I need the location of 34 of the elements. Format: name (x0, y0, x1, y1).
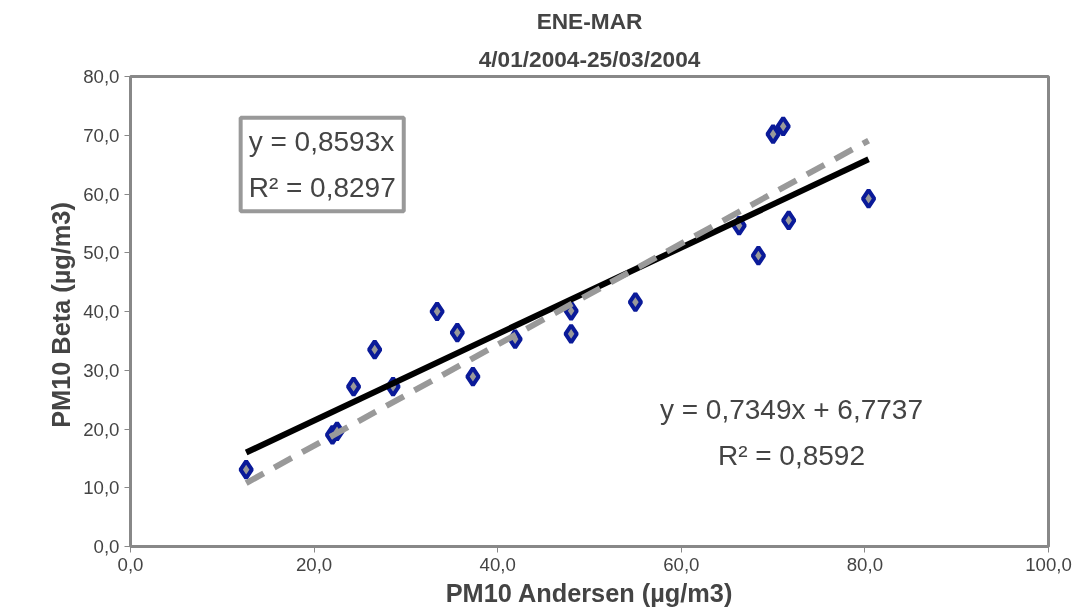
x-tick-label: 100,0 (1025, 553, 1072, 575)
point (775, 115, 791, 137)
x-tick-label: 40,0 (479, 553, 516, 575)
point (429, 301, 445, 322)
chart-title: ENE-MAR (536, 7, 643, 34)
y-tick-label: 50,0 (83, 242, 120, 264)
point (627, 291, 644, 313)
point (750, 245, 767, 267)
y-tick-label: 30,0 (83, 359, 120, 381)
y-axis-title: PM10 Beta (µg/m3) (47, 202, 76, 428)
y-tick-label: 60,0 (83, 183, 120, 205)
y-tick-label: 70,0 (83, 124, 120, 146)
point (449, 322, 465, 344)
y-tick-label: 40,0 (83, 301, 120, 322)
point (345, 376, 362, 398)
x-tick-label: 60,0 (663, 553, 700, 575)
point (465, 366, 481, 388)
y-tick-label: 10,0 (83, 477, 120, 499)
chart-subtitle: 4/01/2004-25/03/2004 (478, 45, 701, 72)
point (765, 123, 781, 145)
y-tick-label: 80,0 (83, 66, 120, 87)
point (781, 209, 797, 231)
x-axis-title: PM10 Andersen (µg/m3) (445, 578, 733, 607)
point (367, 339, 383, 361)
x-tick-label: 20,0 (295, 553, 333, 575)
annotation: y = 0,8593x R² = 0,8297 (248, 125, 396, 204)
point (238, 459, 254, 481)
y-tick-label: 0,0 (93, 536, 120, 557)
x-tick-label: 80,0 (846, 553, 884, 575)
y-tick-label: 20,0 (83, 418, 120, 440)
point (563, 323, 579, 345)
x-tick-label: 0,0 (117, 553, 144, 575)
point (860, 188, 877, 210)
annotation: y = 0,7349x + 6,7737 R² = 0,8592 (659, 393, 924, 472)
